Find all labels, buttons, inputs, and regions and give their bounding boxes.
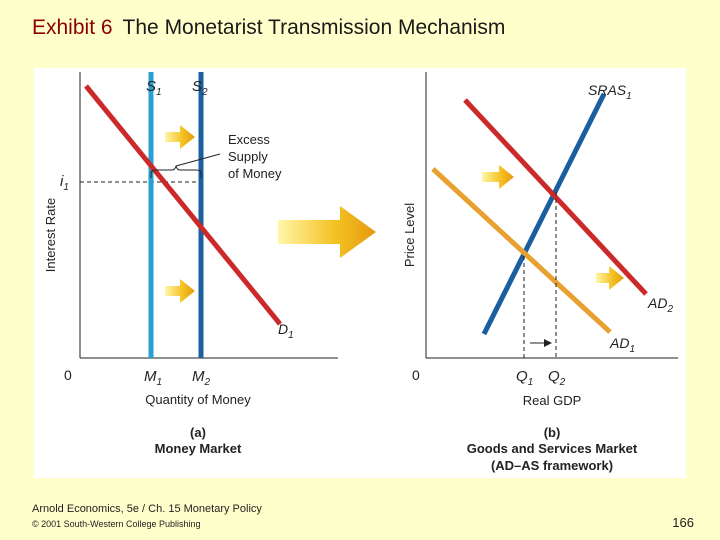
footer-copyright: © 2001 South-Western College Publishing [32,519,201,529]
s2-label: S2 [192,78,208,98]
d1-demand-line [84,84,282,326]
page-number: 166 [672,515,694,530]
footer-source: Arnold Economics, 5e / Ch. 15 Monetary P… [32,503,262,515]
ad2-line [463,98,648,296]
excess-supply-pointer [175,153,221,167]
panel-a-caption-letter: (a) [190,425,206,440]
panel-a-x-axis-label: Quantity of Money [145,392,251,407]
output-change-arrowhead-icon [544,339,552,347]
shift-arrow-icon [165,279,195,303]
exhibit-number: Exhibit 6 [32,16,113,39]
q2-label: Q2 [548,368,566,388]
panel-b-x-axis-label: Real GDP [523,393,582,408]
excess-supply-text-1: Excess [228,132,270,147]
m1-label: M1 [144,368,162,388]
panel-b-caption-line-1: Goods and Services Market [467,441,638,456]
panel-money-market: S1 S2 i1 D1 0 M1 M2 Excess Supply of Mon… [43,72,338,456]
shift-arrow-icon [482,165,514,189]
excess-supply-text-2: Supply [228,149,268,164]
exhibit-svg: S1 S2 i1 D1 0 M1 M2 Excess Supply of Mon… [43,72,678,473]
panel-goods-services-market: SRAS1 AD2 AD1 0 Q1 Q2 Price Level Real G… [402,72,678,473]
excess-supply-text-3: of Money [228,166,282,181]
exhibit-figure: S1 S2 i1 D1 0 M1 M2 Excess Supply of Mon… [34,68,686,478]
q1-label: Q1 [516,368,533,388]
ad2-label: AD2 [647,295,673,315]
panel-b-origin: 0 [412,367,420,383]
sras1-line [481,92,607,336]
slide-title: Exhibit 6 The Monetarist Transmission Mec… [32,16,505,40]
panel-a-y-axis-label: Interest Rate [43,198,58,272]
panel-a-caption: Money Market [155,441,242,456]
m2-label: M2 [192,368,211,388]
shift-arrow-icon [596,266,624,290]
panel-b-y-axis-label: Price Level [402,203,417,267]
d1-label: D1 [278,321,294,341]
panel-b-caption-line-2: (AD–AS framework) [491,458,613,473]
panel-a-origin: 0 [64,367,72,383]
sras1-label: SRAS1 [588,82,632,102]
panel-b-caption-letter: (b) [544,425,561,440]
s1-label: S1 [146,78,162,98]
ad1-line [431,167,612,334]
shift-arrow-icon [165,125,195,149]
transmission-arrow-icon [278,206,376,258]
ad1-label: AD1 [609,335,635,355]
i1-label: i1 [60,173,69,193]
exhibit-title: The Monetarist Transmission Mechanism [122,16,506,39]
